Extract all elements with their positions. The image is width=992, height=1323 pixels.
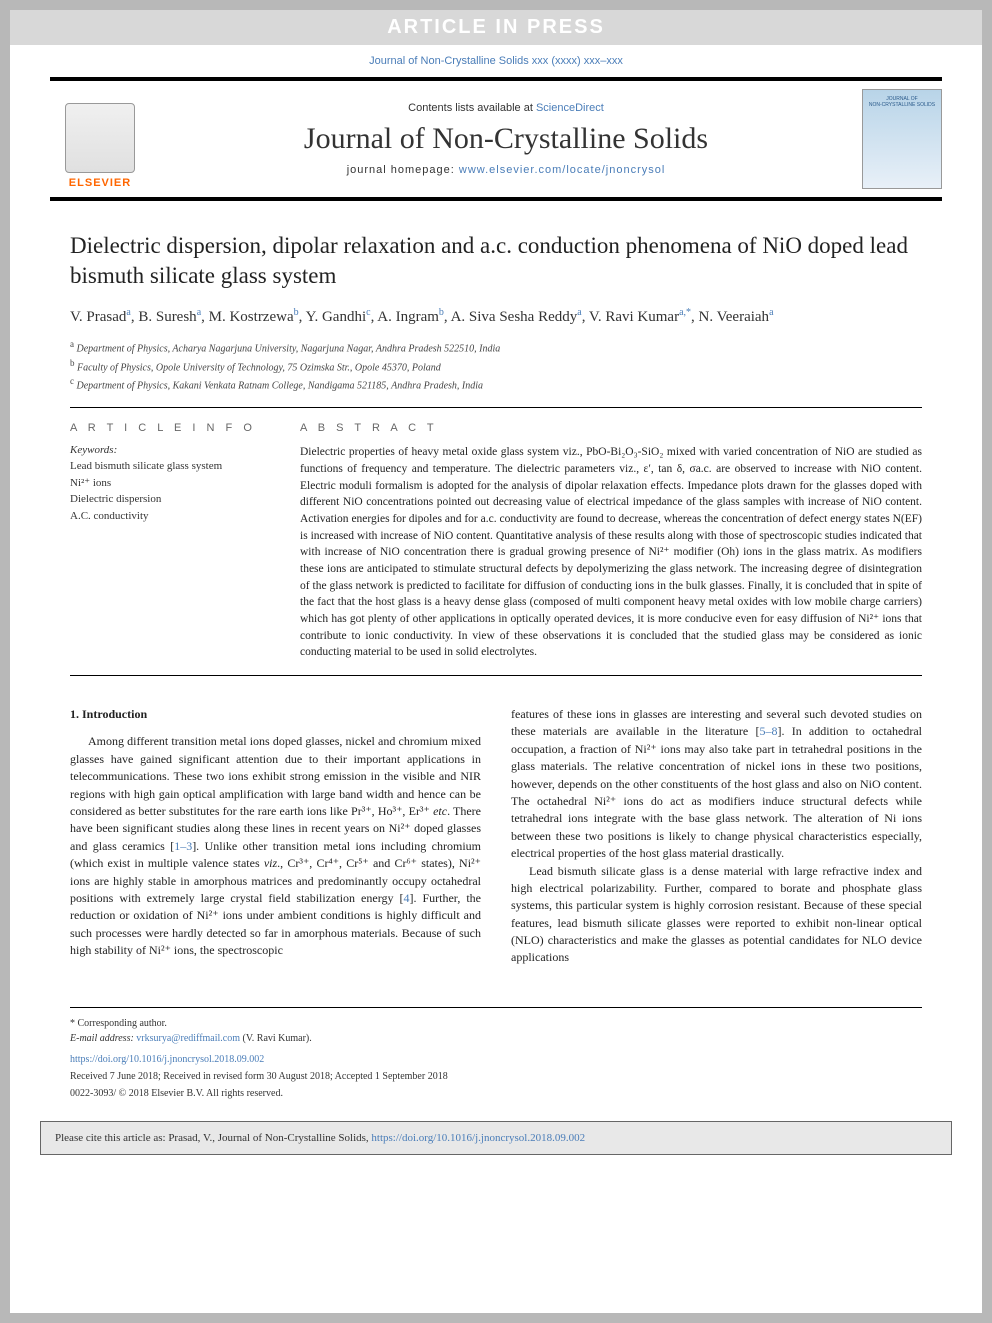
divider [70,675,922,676]
article-info-label: A R T I C L E I N F O [70,422,270,434]
article-in-press-banner: ARTICLE IN PRESS [10,10,982,45]
keywords-list: Lead bismuth silicate glass systemNi²⁺ i… [70,458,270,524]
authors: V. Prasada, B. Suresha, M. Kostrzewab, Y… [70,305,922,329]
body-paragraph: Among different transition metal ions do… [70,733,481,959]
page: ARTICLE IN PRESS Journal of Non-Crystall… [10,10,982,1313]
publisher-name: ELSEVIER [69,177,131,189]
info-abstract-row: A R T I C L E I N F O Keywords: Lead bis… [70,422,922,661]
body-paragraph: features of these ions in glasses are in… [511,706,922,863]
divider [70,407,922,408]
section-title: Introduction [82,707,147,721]
cite-doi-link[interactable]: https://doi.org/10.1016/j.jnoncrysol.201… [371,1132,585,1144]
cite-box: Please cite this article as: Prasad, V.,… [40,1121,952,1155]
publisher-logo: ELSEVIER [50,89,150,189]
journal-name: Journal of Non-Crystalline Solids [150,122,862,156]
journal-cover-thumbnail: JOURNAL OF NON-CRYSTALLINE SOLIDS [862,89,942,189]
footer-corresponding: * Corresponding author. E-mail address: … [70,1007,922,1046]
section-number: 1. [70,707,79,721]
affiliations: a Department of Physics, Acharya Nagarju… [70,338,922,393]
dates-line: Received 7 June 2018; Received in revise… [70,1069,922,1084]
issn-line: 0022-3093/ © 2018 Elsevier B.V. All righ… [70,1086,922,1101]
article-title: Dielectric dispersion, dipolar relaxatio… [70,231,922,291]
main-content: 1. Introduction Among different transiti… [70,706,922,967]
journal-header: ELSEVIER Contents lists available at Sci… [50,77,942,201]
contents-available: Contents lists available at ScienceDirec… [150,102,862,114]
cover-line2: NON-CRYSTALLINE SOLIDS [869,102,935,108]
corresponding-author: * Corresponding author. [70,1016,922,1031]
cite-prefix: Please cite this article as: Prasad, V.,… [55,1132,371,1144]
doi-link[interactable]: https://doi.org/10.1016/j.jnoncrysol.201… [70,1054,264,1065]
abstract-column: A B S T R A C T Dielectric properties of… [300,422,922,661]
abstract-text: Dielectric properties of heavy metal oxi… [300,444,922,661]
contents-prefix: Contents lists available at [408,102,536,114]
keywords-label: Keywords: [70,444,270,456]
email-link[interactable]: vrksurya@rediffmail.com [136,1033,240,1044]
abstract-label: A B S T R A C T [300,422,922,434]
journal-reference: Journal of Non-Crystalline Solids xxx (x… [10,45,982,77]
homepage-prefix: journal homepage: [347,164,459,176]
email-line: E-mail address: vrksurya@rediffmail.com … [70,1031,922,1046]
email-name: (V. Ravi Kumar). [243,1033,312,1044]
doi-line: https://doi.org/10.1016/j.jnoncrysol.201… [70,1052,922,1067]
homepage-link[interactable]: www.elsevier.com/locate/jnoncrysol [459,164,665,176]
body-paragraph: Lead bismuth silicate glass is a dense m… [511,863,922,967]
section-heading: 1. Introduction [70,706,481,723]
header-center: Contents lists available at ScienceDirec… [150,102,862,176]
article-info-column: A R T I C L E I N F O Keywords: Lead bis… [70,422,270,661]
journal-homepage: journal homepage: www.elsevier.com/locat… [150,164,862,176]
email-label: E-mail address: [70,1033,134,1044]
sciencedirect-link[interactable]: ScienceDirect [536,102,604,114]
article-body: Dielectric dispersion, dipolar relaxatio… [10,201,982,987]
elsevier-tree-icon [65,103,135,173]
